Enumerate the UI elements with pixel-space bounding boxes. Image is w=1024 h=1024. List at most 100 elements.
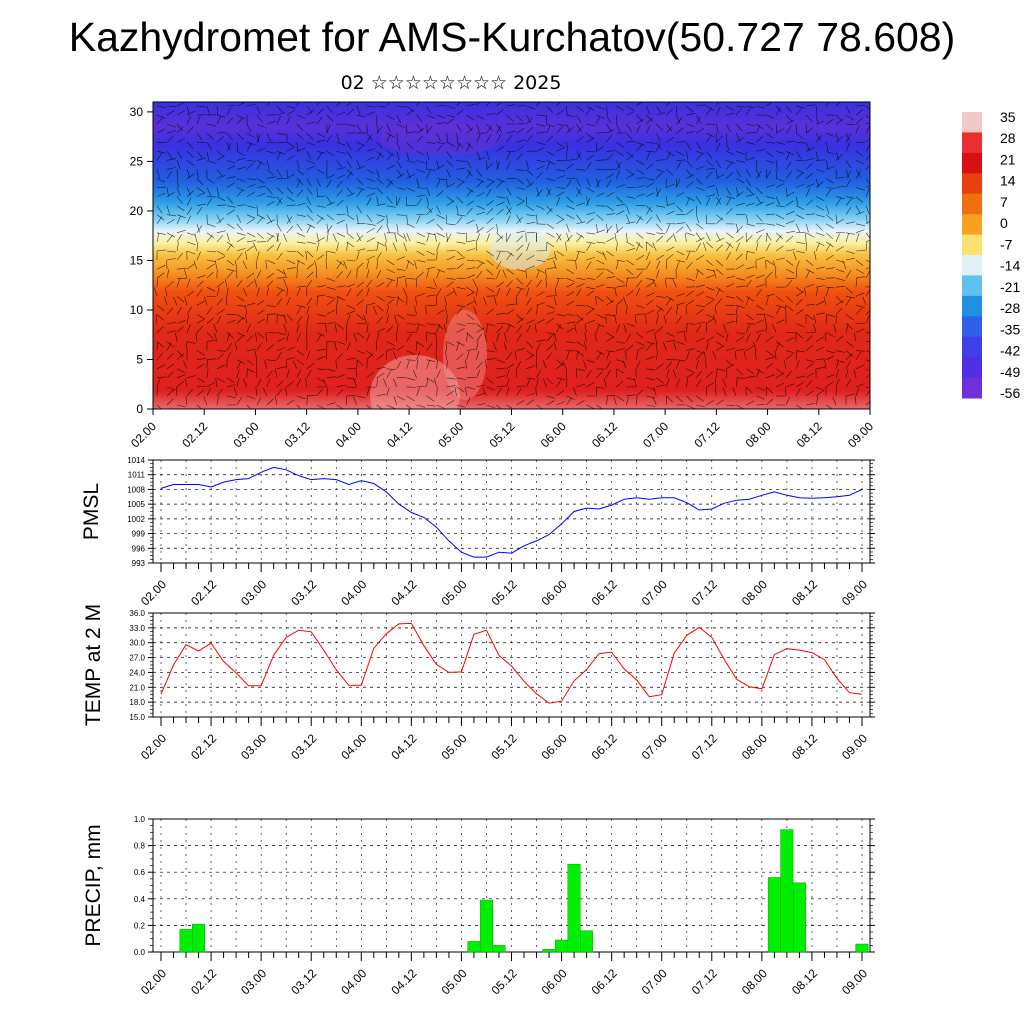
wind-barb: [656, 314, 659, 324]
wind-barb: [403, 242, 407, 252]
x-tick-label: 04.00: [338, 966, 369, 997]
wind-barb: [795, 291, 804, 297]
wind-barb: [286, 314, 294, 322]
wind-barb: [156, 151, 166, 154]
wind-barb: [406, 350, 415, 355]
wind-barb: [626, 290, 634, 297]
wind-barb: [206, 187, 212, 196]
wind-barb: [386, 296, 396, 299]
wind-barb: [376, 178, 384, 185]
wind-barb: [356, 189, 363, 197]
wind-barb: [606, 205, 614, 212]
wind-barb: [356, 141, 366, 146]
wind-barb: [815, 151, 819, 161]
wind-barb: [586, 370, 592, 378]
wind-barb: [376, 316, 383, 324]
wind-barb: [795, 172, 804, 179]
wind-barb: [765, 202, 775, 206]
wind-barb: [806, 303, 816, 306]
wind-barb: [426, 233, 430, 242]
wind-barb: [176, 169, 178, 179]
wind-barb: [766, 293, 775, 297]
wind-barb: [436, 141, 446, 145]
wind-barb: [695, 214, 700, 224]
wind-barb: [366, 387, 370, 396]
wind-barb: [406, 131, 416, 134]
wind-barb: [596, 229, 605, 234]
wind-barb: [774, 350, 777, 360]
heatmap-x-tick-label: 03.00: [230, 419, 261, 450]
wind-barb: [266, 398, 274, 406]
colorbar-label: 28: [1000, 130, 1016, 146]
wind-barb: [746, 105, 756, 108]
wind-barb: [826, 286, 836, 289]
wind-barb: [256, 161, 262, 170]
wind-barb: [476, 124, 480, 133]
wind-barb: [386, 299, 394, 306]
x-tick-label: 08.00: [739, 577, 770, 608]
wind-barb: [705, 214, 707, 224]
wind-barb: [476, 350, 480, 360]
wind-barb: [606, 268, 614, 275]
wind-barb: [266, 244, 274, 252]
x-tick-label: 05.00: [438, 966, 469, 997]
wind-barb: [556, 197, 561, 206]
wind-barb: [316, 132, 326, 138]
wind-barb: [686, 123, 695, 127]
wind-barb: [406, 169, 411, 178]
wind-barb: [865, 314, 870, 324]
wind-barb: [346, 169, 354, 176]
wind-barb: [206, 339, 216, 342]
wind-barb: [316, 237, 325, 243]
wind-barb: [226, 209, 235, 215]
wind-barb: [506, 151, 511, 161]
wind-barb: [745, 178, 751, 187]
wind-barb: [246, 404, 252, 409]
wind-barb: [715, 197, 722, 206]
wind-barb: [446, 281, 454, 288]
wind-barb: [166, 353, 174, 360]
wind-barb: [676, 260, 680, 270]
wind-barb: [356, 187, 366, 191]
wind-barb: [206, 178, 215, 184]
wind-barb: [745, 386, 753, 394]
wind-barb: [635, 368, 637, 378]
wind-barb: [234, 387, 238, 396]
wind-barb: [546, 267, 556, 270]
heatmap-y-tick-label: 0: [136, 402, 143, 416]
wind-barb: [606, 396, 608, 406]
wind-barb: [663, 342, 667, 351]
wind-barb: [496, 332, 500, 342]
wind-barb: [805, 259, 814, 266]
wind-barb: [696, 395, 704, 402]
wind-barb: [406, 151, 409, 161]
wind-barb: [416, 323, 426, 327]
wind-barb: [696, 291, 705, 297]
wind-barb: [366, 187, 376, 190]
wind-barb: [296, 323, 300, 333]
wind-barb: [366, 214, 373, 223]
wind-barb: [656, 384, 666, 388]
wind-barb: [436, 214, 445, 220]
wind-barb: [416, 259, 426, 263]
wind-barb: [326, 114, 334, 122]
wind-barb: [346, 270, 352, 279]
wind-barb: [775, 368, 784, 375]
wind-barb: [255, 332, 258, 342]
wind-barb: [426, 151, 430, 161]
wind-barb: [536, 259, 546, 262]
wind-barb: [256, 251, 260, 261]
wind-barb: [626, 205, 630, 215]
wind-barb: [536, 123, 546, 127]
wind-barb: [426, 269, 429, 279]
wind-barb: [356, 248, 366, 252]
wind-barb: [306, 141, 316, 146]
wind-barb: [595, 296, 597, 306]
wind-barb: [326, 179, 332, 188]
wind-barb: [596, 105, 605, 110]
wind-barb: [736, 105, 746, 108]
wind-barb: [735, 123, 743, 132]
wind-barb: [496, 196, 506, 199]
